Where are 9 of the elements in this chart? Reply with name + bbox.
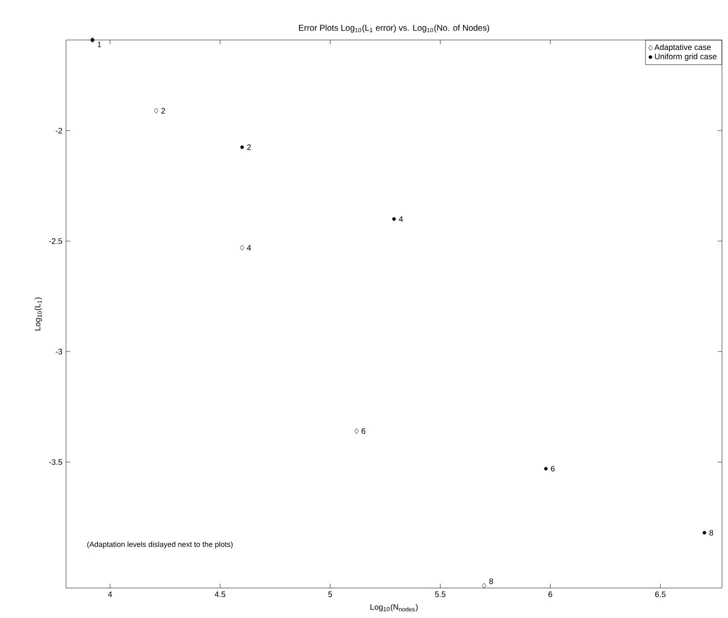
chart-title: Error Plots Log$_{10}$(L$_{1}$ error) vs. Log$_{10}$(No. of Nodes) xyxy=(299,24,490,32)
point xyxy=(354,428,359,434)
point xyxy=(240,145,244,149)
point xyxy=(240,244,244,250)
point xyxy=(392,217,396,221)
point xyxy=(482,583,486,589)
point xyxy=(154,108,158,114)
point xyxy=(544,466,548,470)
point xyxy=(702,530,706,535)
